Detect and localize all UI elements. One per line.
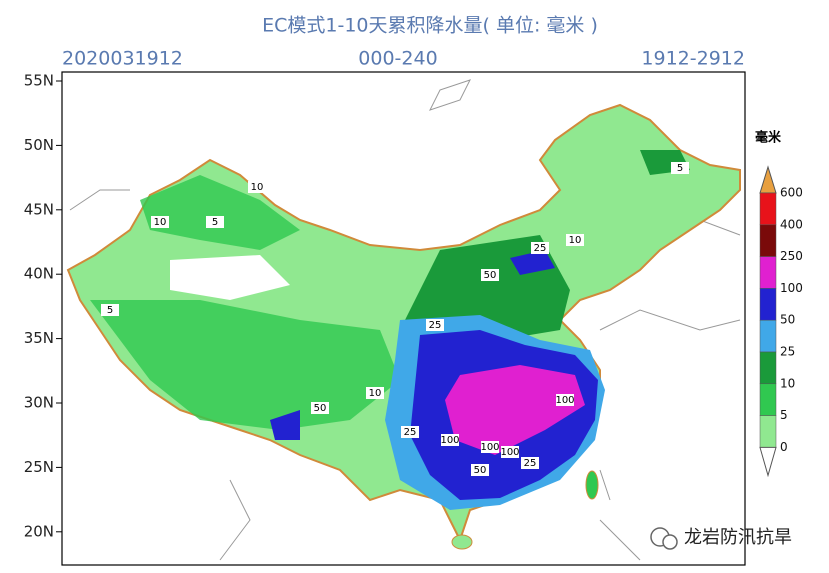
contour-label: 100 bbox=[440, 435, 459, 446]
colorbar-band bbox=[759, 319, 777, 353]
colorbar-band bbox=[759, 192, 777, 226]
contour-label: 25 bbox=[534, 243, 547, 254]
rain-100-250 bbox=[445, 365, 585, 455]
contour-label-bg bbox=[311, 402, 329, 414]
watermark-text: 龙岩防汛抗旱 bbox=[684, 527, 792, 548]
contour-label-bg bbox=[101, 304, 119, 316]
contour-label: 5 bbox=[677, 163, 683, 174]
contour-label-bg bbox=[566, 234, 584, 246]
contour-label-bg bbox=[481, 441, 499, 453]
contour-label: 100 bbox=[500, 447, 519, 458]
latitude-axis: 55N 50N 45N 40N 35N 30N 25N 20N bbox=[24, 72, 62, 540]
contour-label-bg bbox=[248, 181, 266, 193]
dry-area bbox=[170, 255, 290, 300]
contour-label: 10 bbox=[154, 217, 167, 228]
lat-label: 20N bbox=[24, 522, 54, 540]
wechat-icon bbox=[662, 534, 678, 550]
colorbar-level: 400 bbox=[780, 217, 803, 231]
colorbar-level: 10 bbox=[780, 376, 795, 390]
colorbar-level: 50 bbox=[780, 313, 795, 327]
contour-label-bg bbox=[471, 464, 489, 476]
colorbar-cap bbox=[759, 165, 777, 194]
contour-label-bg bbox=[671, 162, 689, 174]
colorbar-band bbox=[759, 224, 777, 257]
lat-label: 40N bbox=[24, 265, 54, 283]
contour-label-bg bbox=[206, 216, 224, 228]
contour-label-bg bbox=[521, 457, 539, 469]
contour-label-bg bbox=[481, 269, 499, 281]
contour-label-bg bbox=[366, 387, 384, 399]
colorbar-level: 25 bbox=[780, 345, 795, 359]
contour-label: 5 bbox=[212, 217, 218, 228]
contour-label-bg bbox=[441, 434, 459, 446]
contour-label: 100 bbox=[480, 442, 499, 453]
hainan bbox=[451, 534, 473, 550]
contour-label: 10 bbox=[569, 235, 582, 246]
colorbar-band bbox=[759, 351, 777, 385]
map-title: EC模式1-10天累积降水量( 单位: 毫米 ) bbox=[262, 15, 598, 37]
valid-range: 1912-2912 bbox=[641, 48, 745, 70]
colorbar-level: 600 bbox=[780, 186, 803, 200]
contour-label-bg bbox=[531, 242, 549, 254]
contour-label-bg bbox=[501, 446, 519, 458]
colorbar-band bbox=[759, 256, 777, 289]
lat-label: 55N bbox=[24, 72, 54, 90]
colorbar-level: 5 bbox=[780, 408, 788, 422]
forecast-range: 000-240 bbox=[358, 48, 437, 70]
rain-5-10 bbox=[90, 175, 400, 430]
colorbar-band bbox=[759, 288, 777, 321]
contour-label: 50 bbox=[474, 465, 487, 476]
contour-label: 100 bbox=[555, 395, 574, 406]
contour-label: 25 bbox=[429, 320, 442, 331]
contour-label-bg bbox=[556, 394, 574, 406]
colorbar-cap bbox=[759, 446, 777, 478]
rain-north-blob bbox=[510, 250, 555, 275]
contour-label: 5 bbox=[107, 305, 113, 316]
contour-label-bg bbox=[151, 216, 169, 228]
contour-label: 25 bbox=[404, 427, 417, 438]
lat-label: 30N bbox=[24, 394, 54, 412]
contour-label: 50 bbox=[484, 270, 497, 281]
colorbar-unit: 毫米 bbox=[755, 130, 782, 146]
contour-label-bg bbox=[401, 426, 419, 438]
contour-label-bg bbox=[426, 319, 444, 331]
init-time: 2020031912 bbox=[62, 48, 183, 70]
contour-label: 50 bbox=[314, 403, 327, 414]
contour-label: 10 bbox=[369, 388, 382, 399]
colorbar-level: 250 bbox=[780, 249, 803, 263]
colorbar-level: 100 bbox=[780, 281, 803, 295]
contour-label: 10 bbox=[251, 182, 264, 193]
lat-label: 45N bbox=[24, 200, 54, 218]
lat-label: 35N bbox=[24, 329, 54, 347]
lat-label: 50N bbox=[24, 136, 54, 154]
contour-label: 25 bbox=[524, 458, 537, 469]
taiwan bbox=[585, 470, 599, 500]
watermark: 龙岩防汛抗旱 bbox=[650, 527, 792, 550]
colorbar-level: 0 bbox=[780, 440, 788, 454]
colorbar-band bbox=[759, 415, 777, 448]
lat-label: 25N bbox=[24, 458, 54, 476]
colorbar-band bbox=[759, 383, 777, 416]
